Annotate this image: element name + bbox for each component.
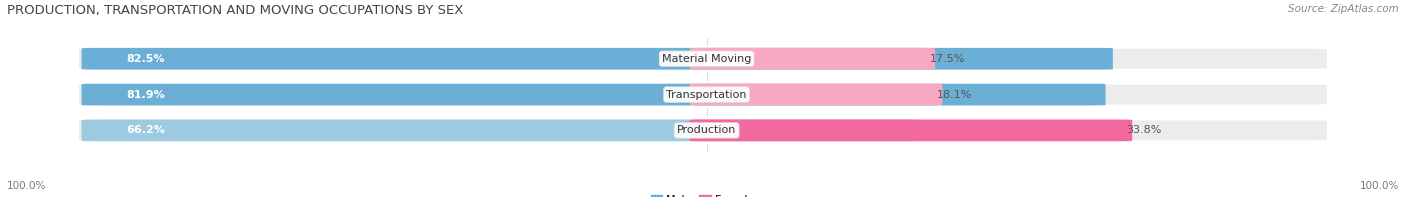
FancyBboxPatch shape [77, 47, 1329, 70]
Text: 33.8%: 33.8% [1126, 125, 1161, 135]
Text: 66.2%: 66.2% [127, 125, 166, 135]
Text: 18.1%: 18.1% [936, 90, 972, 99]
Legend: Male, Female: Male, Female [647, 190, 759, 197]
Text: 81.9%: 81.9% [127, 90, 166, 99]
Text: 100.0%: 100.0% [1360, 181, 1399, 191]
FancyBboxPatch shape [77, 83, 1329, 106]
FancyBboxPatch shape [82, 120, 915, 141]
Text: Production: Production [676, 125, 737, 135]
Text: 82.5%: 82.5% [127, 54, 165, 64]
FancyBboxPatch shape [690, 84, 942, 105]
Text: Material Moving: Material Moving [662, 54, 751, 64]
Text: Transportation: Transportation [666, 90, 747, 99]
FancyBboxPatch shape [77, 119, 1329, 142]
Text: 100.0%: 100.0% [7, 181, 46, 191]
FancyBboxPatch shape [82, 84, 1105, 105]
Text: PRODUCTION, TRANSPORTATION AND MOVING OCCUPATIONS BY SEX: PRODUCTION, TRANSPORTATION AND MOVING OC… [7, 4, 464, 17]
FancyBboxPatch shape [82, 48, 1114, 70]
FancyBboxPatch shape [690, 120, 1132, 141]
Text: 17.5%: 17.5% [929, 54, 965, 64]
Text: Source: ZipAtlas.com: Source: ZipAtlas.com [1288, 4, 1399, 14]
FancyBboxPatch shape [690, 48, 935, 70]
